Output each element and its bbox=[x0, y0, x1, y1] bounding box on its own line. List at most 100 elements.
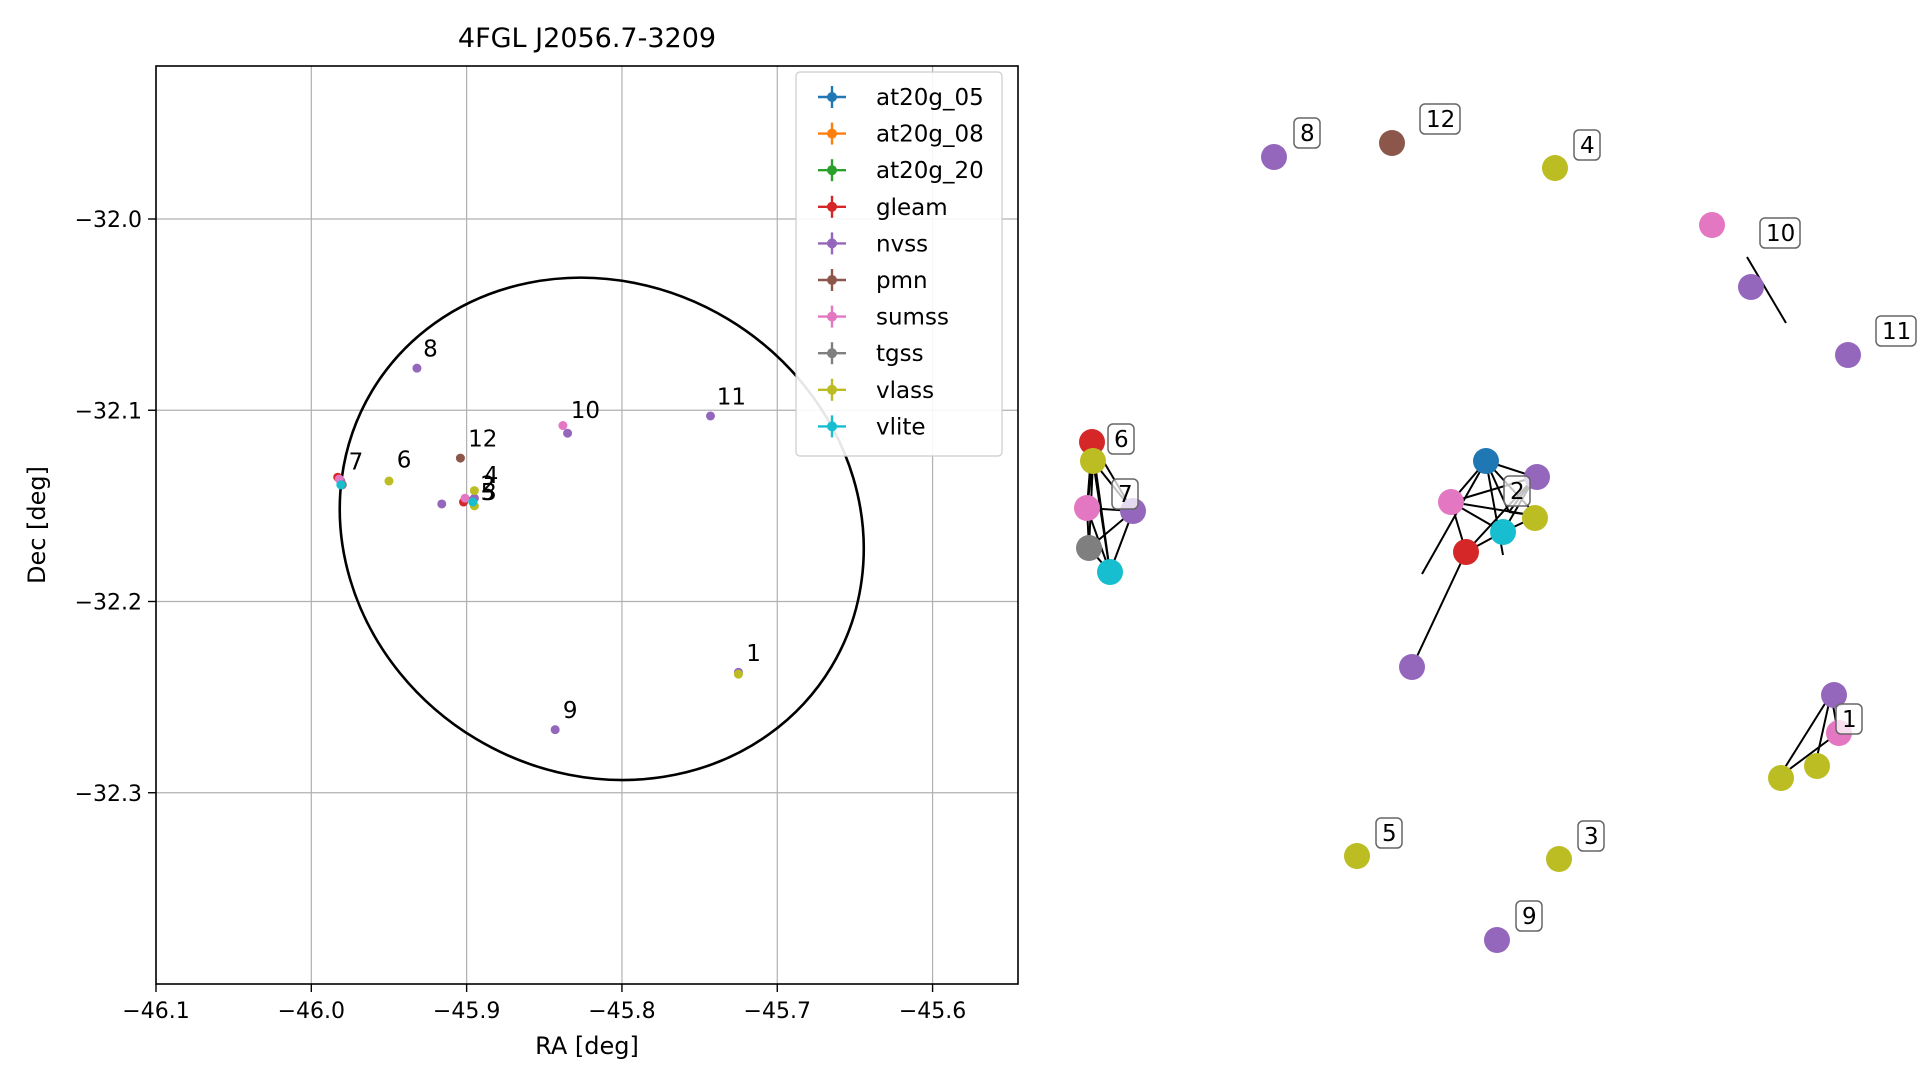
chart-title: 4FGL J2056.7-3209 bbox=[458, 23, 716, 54]
network-label-text: 5 bbox=[1382, 821, 1397, 847]
legend-label: sumss bbox=[876, 305, 949, 331]
network-label-box bbox=[1835, 703, 1863, 735]
point-nvss bbox=[550, 725, 560, 735]
network-label-box bbox=[1419, 103, 1461, 135]
network-label-text: 3 bbox=[1584, 824, 1599, 850]
network-label-box bbox=[1111, 478, 1139, 510]
network-label-text: 8 bbox=[1300, 121, 1315, 147]
point-nvss bbox=[437, 499, 447, 509]
legend-item-at20g_20: at20g_20 bbox=[818, 158, 984, 184]
point-label: 11 bbox=[717, 385, 746, 411]
network-label-text: 1 bbox=[1842, 707, 1857, 733]
legend-label: vlite bbox=[876, 414, 926, 440]
plot-frame bbox=[155, 65, 1019, 985]
y-tick-label: −32.1 bbox=[75, 399, 142, 424]
node-pmn bbox=[1379, 130, 1405, 156]
network-label-text: 12 bbox=[1426, 107, 1455, 133]
point-label: 10 bbox=[571, 398, 600, 424]
point-vlite bbox=[336, 480, 346, 490]
network-label-text: 10 bbox=[1766, 221, 1795, 247]
point-vlass bbox=[733, 669, 743, 679]
node-vlite bbox=[1490, 519, 1516, 545]
legend-label: vlass bbox=[876, 378, 934, 404]
point-label: 2 bbox=[481, 472, 496, 498]
network-label-box bbox=[1759, 217, 1801, 249]
legend-label: tgss bbox=[876, 341, 924, 367]
network-label: 4 bbox=[1573, 129, 1601, 161]
network-label: 10 bbox=[1759, 217, 1801, 249]
point-label: 8 bbox=[423, 337, 438, 363]
node-gleam bbox=[1079, 429, 1105, 455]
node-at20g-05 bbox=[1473, 448, 1499, 474]
network-label-box bbox=[1503, 475, 1531, 507]
legend-item-vlass: vlass bbox=[818, 378, 934, 404]
legend-label: gleam bbox=[876, 195, 948, 221]
legend-label: at20g_05 bbox=[876, 85, 984, 111]
network-nodes bbox=[1074, 130, 1861, 953]
node-vlass bbox=[1804, 753, 1830, 779]
network-label: 6 bbox=[1107, 423, 1135, 455]
network-label-box bbox=[1515, 900, 1543, 932]
point-label: 9 bbox=[563, 698, 578, 724]
node-vlass bbox=[1344, 843, 1370, 869]
legend-marker-dot bbox=[827, 238, 837, 249]
edge bbox=[1411, 551, 1467, 668]
node-gleam bbox=[1453, 539, 1479, 565]
point-label: 7 bbox=[349, 450, 364, 476]
point-label: 4 bbox=[484, 463, 499, 489]
association-network-graph: 8 12 4 10 11 6 7 2 1 5 3 9 bbox=[1074, 103, 1917, 953]
network-label-box bbox=[1293, 117, 1321, 149]
point-sumss bbox=[460, 493, 470, 503]
localization-ellipse bbox=[338, 276, 866, 782]
point-label: 6 bbox=[397, 448, 412, 474]
point-nvss bbox=[412, 363, 422, 373]
legend-item-at20g_08: at20g_08 bbox=[818, 122, 984, 148]
network-label: 7 bbox=[1111, 478, 1139, 510]
network-label-text: 6 bbox=[1114, 427, 1129, 453]
node-nvss bbox=[1399, 654, 1425, 680]
node-nvss bbox=[1738, 274, 1764, 300]
network-label-text: 11 bbox=[1882, 319, 1911, 345]
network-label-text: 7 bbox=[1118, 482, 1133, 508]
point-nvss bbox=[705, 411, 715, 421]
network-label-box bbox=[1375, 817, 1403, 849]
node-nvss bbox=[1835, 342, 1861, 368]
legend-marker-dot bbox=[827, 128, 837, 139]
node-nvss bbox=[1261, 144, 1287, 170]
x-tick-label: −45.8 bbox=[588, 999, 655, 1024]
network-labels: 8 12 4 10 11 6 7 2 1 5 3 9 bbox=[1107, 103, 1917, 932]
point-nvss bbox=[563, 428, 573, 438]
network-label-box bbox=[1875, 315, 1917, 347]
node-vlass bbox=[1522, 505, 1548, 531]
legend-item-vlite: vlite bbox=[818, 414, 926, 440]
point-pmn bbox=[455, 453, 465, 463]
node-sumss bbox=[1074, 495, 1100, 521]
y-axis-label: Dec [deg] bbox=[23, 466, 51, 584]
point-label: 1 bbox=[746, 641, 761, 667]
point-vlite bbox=[468, 497, 478, 507]
x-axis-label: RA [deg] bbox=[535, 1032, 639, 1060]
legend-marker-dot bbox=[827, 384, 837, 395]
y-tick-label: −32.3 bbox=[75, 782, 142, 807]
network-label: 3 bbox=[1577, 820, 1605, 852]
edge bbox=[1778, 693, 1832, 778]
network-label: 11 bbox=[1875, 315, 1917, 347]
network-edges bbox=[1086, 256, 1839, 778]
network-label: 9 bbox=[1515, 900, 1543, 932]
point-label: 12 bbox=[468, 427, 497, 453]
network-label: 12 bbox=[1419, 103, 1461, 135]
x-tick-label: −45.9 bbox=[433, 999, 500, 1024]
legend-marker-dot bbox=[827, 201, 837, 212]
localization-ellipse-layer bbox=[338, 276, 866, 782]
x-tick-label: −45.7 bbox=[744, 999, 811, 1024]
source-points-layer bbox=[333, 363, 743, 735]
node-vlass bbox=[1080, 448, 1106, 474]
node-sumss bbox=[1699, 212, 1725, 238]
node-vlass bbox=[1542, 155, 1568, 181]
legend-label: at20g_20 bbox=[876, 158, 984, 184]
network-label-box bbox=[1577, 820, 1605, 852]
node-vlass bbox=[1546, 846, 1572, 872]
